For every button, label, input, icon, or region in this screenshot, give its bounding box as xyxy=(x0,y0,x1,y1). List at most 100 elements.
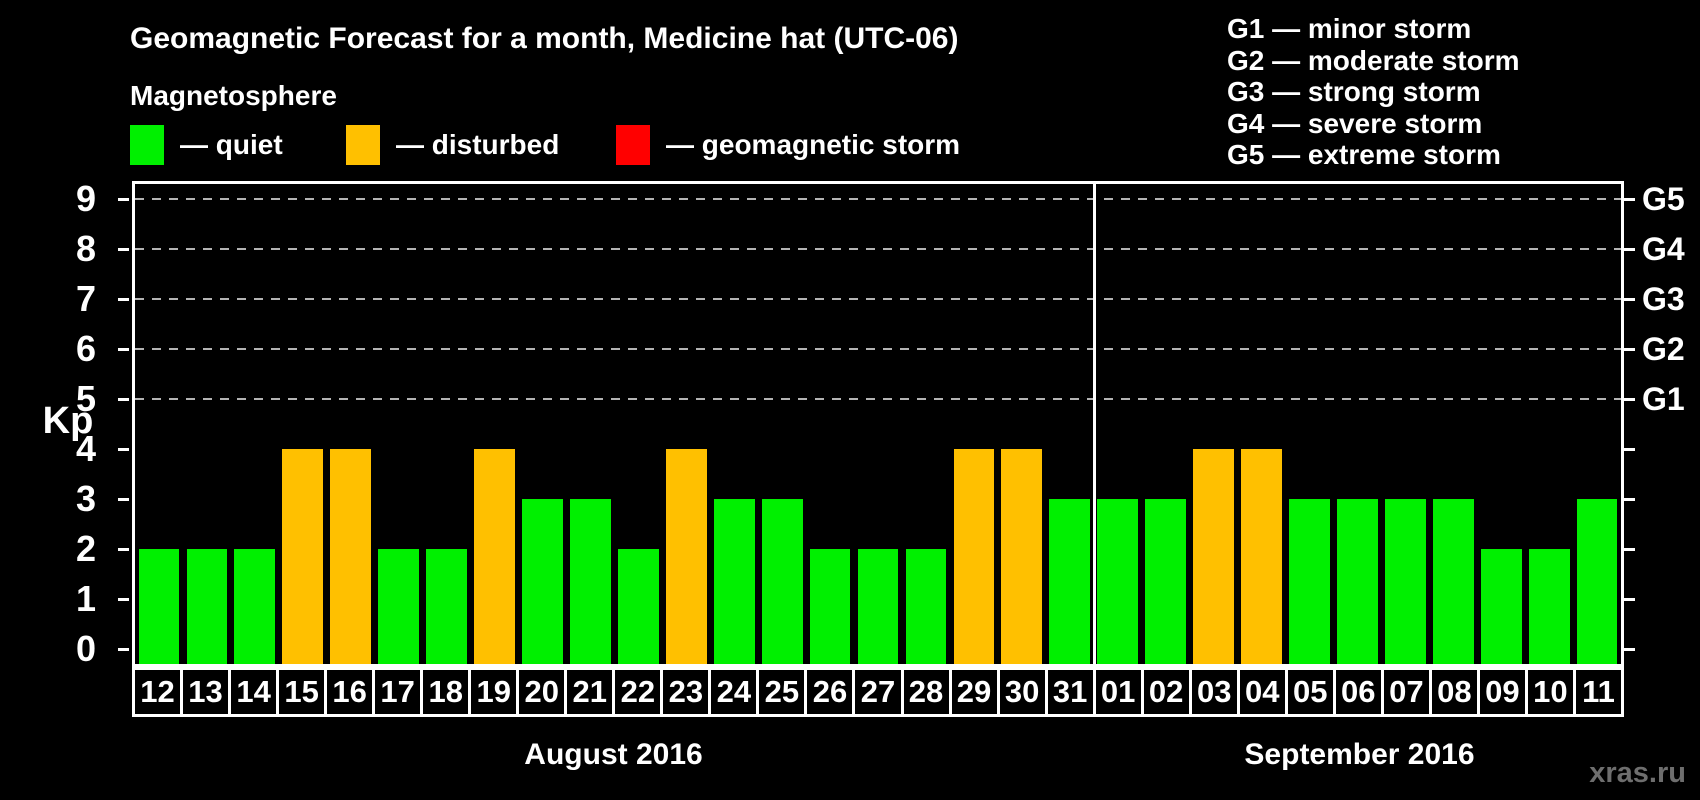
left-tick-kp7 xyxy=(118,298,129,301)
day-label-18: 18 xyxy=(420,667,469,717)
right-axis-label-G3: G3 xyxy=(1642,281,1685,317)
right-tick-kp4 xyxy=(1624,448,1635,451)
bar-day-19 xyxy=(474,449,515,664)
bars-container xyxy=(135,184,1621,664)
legend-item-storm: — geomagnetic storm xyxy=(616,124,960,166)
bar-slot-01 xyxy=(1094,184,1142,664)
bar-day-23 xyxy=(665,449,707,664)
gridline-kp8 xyxy=(135,248,1621,250)
bar-day-08 xyxy=(1432,499,1474,664)
y-tick-label-8: 8 xyxy=(75,228,96,269)
bar-slot-13 xyxy=(183,184,231,664)
legend-storm-label: — geomagnetic storm xyxy=(666,129,961,160)
bar-slot-12 xyxy=(135,184,183,664)
left-tick-kp2 xyxy=(118,548,129,551)
storm-scale-line: G1 — minor storm xyxy=(1227,13,1472,44)
day-label-13: 13 xyxy=(180,667,229,717)
y-tick-label-1: 1 xyxy=(75,578,96,619)
right-tick-kp0 xyxy=(1624,648,1635,651)
bar-day-06 xyxy=(1337,499,1378,664)
day-label-25: 25 xyxy=(756,667,805,717)
bar-day-14 xyxy=(234,549,276,664)
day-label-05: 05 xyxy=(1284,667,1333,717)
bar-slot-03 xyxy=(1190,184,1238,664)
legend-item-quiet: — quiet xyxy=(130,124,283,166)
day-axis: 12 13 14 15 16 17 18 19 20 21 22 23 24 25 26 27 28 29 30 31… xyxy=(132,667,1624,717)
bar-slot-28 xyxy=(902,184,950,664)
storm-scale-line: G2 — moderate storm xyxy=(1227,44,1520,76)
bar-day-21 xyxy=(570,499,611,664)
right-tick-kp8 xyxy=(1624,248,1635,251)
legend-quiet-label: — quiet xyxy=(180,129,283,160)
day-label-01: 01 xyxy=(1092,667,1141,717)
bar-day-31 xyxy=(1049,499,1091,664)
bar-slot-18 xyxy=(423,184,471,664)
bar-slot-15 xyxy=(279,184,327,664)
plot-area xyxy=(132,181,1624,667)
bar-day-18 xyxy=(426,549,467,664)
bar-slot-04 xyxy=(1238,184,1286,664)
storm-scale-legend: G1 — minor storm G2 — moderate storm G3 — … xyxy=(1227,13,1520,171)
left-tick-kp1 xyxy=(118,598,129,601)
bar-slot-21 xyxy=(566,184,614,664)
bar-day-01 xyxy=(1097,499,1139,664)
bar-slot-09 xyxy=(1477,184,1525,664)
right-axis-label-G4: G4 xyxy=(1642,231,1685,267)
y-tick-label-9: 9 xyxy=(75,178,96,219)
y-tick-label-4: 4 xyxy=(75,428,96,469)
bar-slot-29 xyxy=(950,184,998,664)
day-label-09: 09 xyxy=(1476,667,1525,717)
right-tick-kp6 xyxy=(1624,348,1635,351)
day-label-15: 15 xyxy=(276,667,325,717)
legend-disturbed-label: — disturbed xyxy=(396,129,560,160)
day-label-26: 26 xyxy=(804,667,853,717)
right-tick-kp7 xyxy=(1624,298,1635,301)
bar-day-07 xyxy=(1384,499,1426,664)
left-tick-kp3 xyxy=(118,498,129,501)
bar-slot-11 xyxy=(1573,184,1621,664)
bar-slot-31 xyxy=(1046,184,1094,664)
right-axis-label-G1: G1 xyxy=(1642,381,1685,417)
legend-item-disturbed: — disturbed xyxy=(346,124,559,166)
bar-slot-10 xyxy=(1525,184,1573,664)
y-tick-label-2: 2 xyxy=(75,528,96,569)
bar-day-13 xyxy=(186,549,228,664)
bar-day-27 xyxy=(857,549,899,664)
day-label-16: 16 xyxy=(324,667,373,717)
day-label-14: 14 xyxy=(228,667,277,717)
bar-day-09 xyxy=(1480,549,1522,664)
disturbed-color-swatch xyxy=(346,125,380,165)
right-tick-kp3 xyxy=(1624,498,1635,501)
gridline-kp7 xyxy=(135,298,1621,300)
day-label-20: 20 xyxy=(516,667,565,717)
day-label-12: 12 xyxy=(132,667,181,717)
left-tick-kp8 xyxy=(118,248,129,251)
storm-scale-line: G5 — extreme storm xyxy=(1227,139,1501,170)
day-label-21: 21 xyxy=(564,667,613,717)
quiet-color-swatch xyxy=(130,125,164,165)
gridline-kp5 xyxy=(135,398,1621,400)
bar-day-10 xyxy=(1528,549,1570,664)
right-tick-kp1 xyxy=(1624,598,1635,601)
bar-slot-19 xyxy=(471,184,519,664)
magnetosphere-subtitle: Magnetosphere xyxy=(130,80,337,111)
bar-slot-26 xyxy=(806,184,854,664)
bar-day-12 xyxy=(138,549,180,664)
bar-slot-14 xyxy=(231,184,279,664)
bar-slot-02 xyxy=(1142,184,1190,664)
y-tick-label-0: 0 xyxy=(75,628,96,669)
bar-slot-07 xyxy=(1381,184,1429,664)
y-tick-label-3: 3 xyxy=(75,478,96,519)
day-label-17: 17 xyxy=(372,667,421,717)
day-label-28: 28 xyxy=(900,667,949,717)
storm-scale-line: G3 — strong storm xyxy=(1227,76,1481,107)
gridline-kp6 xyxy=(135,348,1621,350)
right-tick-kp9 xyxy=(1624,198,1635,201)
bar-day-30 xyxy=(1001,449,1043,664)
left-tick-kp9 xyxy=(118,198,129,201)
day-label-31: 31 xyxy=(1044,667,1093,717)
day-label-23: 23 xyxy=(660,667,709,717)
day-label-02: 02 xyxy=(1140,667,1189,717)
bar-slot-23 xyxy=(662,184,710,664)
